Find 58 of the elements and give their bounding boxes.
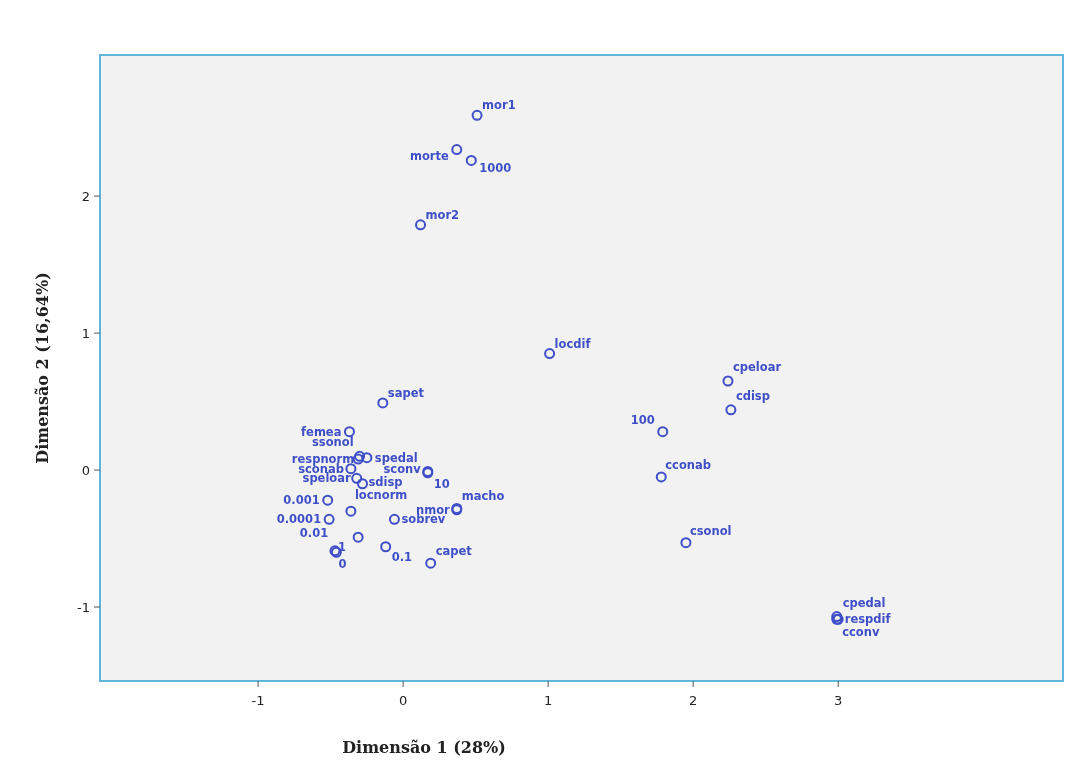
point xyxy=(388,513,400,525)
point xyxy=(680,537,692,549)
annotation: respdif xyxy=(844,612,892,627)
annotation: sdisp xyxy=(368,474,403,489)
annotation: 1000 xyxy=(479,161,512,176)
annotation: mor1 xyxy=(482,98,516,113)
annotation: 0.01 xyxy=(299,526,329,541)
point xyxy=(323,513,335,525)
point xyxy=(544,348,556,360)
x-tick-label: 1 xyxy=(544,693,553,708)
point xyxy=(465,154,477,166)
point xyxy=(471,109,483,121)
y-tick-label: 1 xyxy=(81,326,90,342)
annotation: capet xyxy=(435,544,473,559)
y-axis-title: Dimensão 2 (16,64%) xyxy=(33,272,52,464)
point xyxy=(725,404,737,416)
annotation: mor2 xyxy=(425,207,460,222)
point xyxy=(415,219,427,231)
annotation: 0.1 xyxy=(391,549,413,564)
point xyxy=(357,478,369,490)
point xyxy=(377,397,389,409)
point xyxy=(655,471,667,483)
y-tick-label: 0 xyxy=(81,463,90,479)
annotation: 100 xyxy=(630,412,655,427)
point xyxy=(352,531,364,543)
annotation: locnorm xyxy=(354,488,408,503)
annotation: cpedal xyxy=(842,595,886,610)
x-tick-label: -1 xyxy=(251,693,265,708)
y-tick-label: 2 xyxy=(81,189,90,205)
point xyxy=(322,494,334,506)
annotation: 10 xyxy=(433,476,450,491)
x-tick-label: 0 xyxy=(398,693,408,708)
annotation: sapet xyxy=(387,385,425,400)
y-tick-label: -1 xyxy=(77,600,90,616)
annotation: spedal xyxy=(374,450,418,465)
annotation: cpeloar xyxy=(732,360,782,375)
point xyxy=(361,452,373,464)
point xyxy=(345,505,357,517)
annotation: locdif xyxy=(554,336,592,351)
annotation: morte xyxy=(409,148,449,163)
annotation: cdisp xyxy=(735,388,770,403)
x-tick-label: 3 xyxy=(834,693,843,708)
annotation: cconv xyxy=(842,625,880,640)
x-axis-title: Dimensão 1 (28%) xyxy=(342,738,506,757)
annotation: cconab xyxy=(665,457,711,472)
annotation: 0.001 xyxy=(283,493,320,508)
point xyxy=(380,541,392,553)
annotation: 0.0001 xyxy=(276,512,322,527)
annotation: csonol xyxy=(689,523,732,538)
annotation: sobrev xyxy=(401,512,446,527)
point xyxy=(351,472,363,484)
point xyxy=(451,144,463,156)
annotation: macho xyxy=(461,489,505,504)
annotation: 0 xyxy=(338,557,347,572)
point xyxy=(722,375,734,387)
point xyxy=(425,557,437,569)
x-tick-label: 2 xyxy=(689,693,698,708)
point xyxy=(657,426,669,438)
